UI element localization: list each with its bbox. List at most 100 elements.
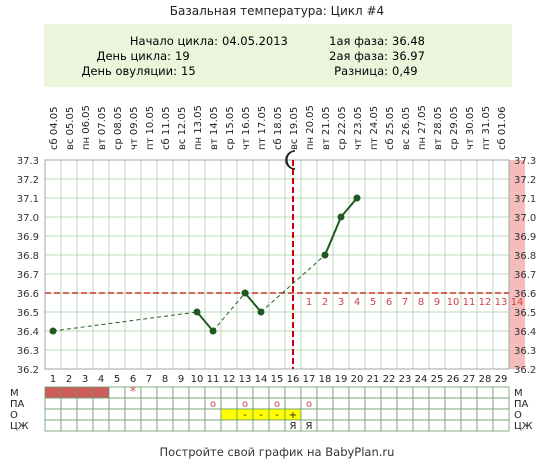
data-line-solid	[340, 197, 358, 218]
phase2-label: 2ая фаза:	[329, 49, 388, 63]
date-label: вс 12.05	[177, 107, 188, 150]
date-label: пт 17.05	[257, 106, 268, 150]
row-cell	[348, 386, 366, 399]
y-tick-label-right: 36.6	[514, 289, 536, 300]
cycle-day-label: 28	[479, 374, 492, 385]
y-tick-label-right: 36.7	[514, 270, 536, 281]
row-cell	[332, 419, 350, 432]
row-cell	[380, 397, 398, 410]
row-cell	[172, 408, 190, 421]
row-cell	[220, 386, 238, 399]
y-tick-label-right: 36.3	[514, 346, 536, 357]
row-cell	[44, 419, 62, 432]
cycle-day-label: 8	[162, 374, 168, 385]
row-cell	[92, 397, 110, 410]
row-cell	[92, 408, 110, 421]
data-line-solid	[196, 311, 214, 332]
date-label: вт 07.05	[97, 106, 108, 150]
row-cell	[204, 419, 222, 432]
date-label: пн 27.05	[417, 105, 428, 150]
row-cell	[268, 386, 286, 399]
y-tick-label-left: 36.7	[17, 270, 39, 281]
date-label: вт 14.05	[209, 106, 220, 150]
row-cell	[252, 386, 270, 399]
row-cell	[172, 397, 190, 410]
row-cell	[284, 397, 302, 410]
row-cell	[476, 386, 494, 399]
data-point	[353, 194, 361, 202]
cycle-day-label: 11	[207, 374, 220, 385]
row-cell	[252, 397, 270, 410]
row-cell	[108, 408, 126, 421]
cycle-day-label: 9	[178, 374, 184, 385]
data-point	[193, 308, 201, 316]
cycle-day-label: 25	[431, 374, 444, 385]
row-cell	[156, 419, 174, 432]
cycle-day-label: 6	[130, 374, 136, 385]
date-label: чт 16.05	[241, 106, 252, 150]
row-cell	[76, 386, 94, 399]
row-cell	[380, 408, 398, 421]
row-label-right: М	[514, 388, 523, 399]
moon-icon	[285, 150, 296, 170]
date-label: сб 04.05	[49, 107, 60, 150]
phase1-label: 1ая фаза:	[329, 34, 388, 48]
row-cell	[316, 386, 334, 399]
row-cell	[92, 419, 110, 432]
cycle-day-label: 4	[98, 374, 104, 385]
row-cell	[348, 419, 366, 432]
row-cell	[428, 386, 446, 399]
row-mark: +	[289, 410, 297, 421]
row-cell	[44, 397, 62, 410]
row-cell	[220, 408, 238, 421]
row-label-left: М	[10, 388, 19, 399]
row-label-right: О	[514, 410, 522, 421]
row-cell	[124, 419, 142, 432]
cycle-day-label: 2	[66, 374, 72, 385]
footer-link[interactable]: Постройте свой график на BabyPlan.ru	[160, 445, 395, 459]
row-cell	[76, 408, 94, 421]
row-cell	[156, 386, 174, 399]
row-cell	[444, 408, 462, 421]
row-mark: -	[275, 410, 279, 421]
row-cell	[44, 408, 62, 421]
row-cell	[412, 408, 430, 421]
row-cell	[492, 386, 510, 399]
row-cell	[396, 419, 414, 432]
cycle-day-label: 15	[271, 374, 284, 385]
row-cell	[396, 408, 414, 421]
date-label: сб 18.05	[273, 107, 284, 150]
row-cell	[60, 419, 78, 432]
row-cell	[140, 397, 158, 410]
row-mark: Я	[306, 421, 313, 432]
row-cell	[172, 419, 190, 432]
date-label: пн 06.05	[81, 105, 92, 150]
cycle-start-label: Начало цикла:	[130, 34, 218, 48]
data-point	[337, 213, 345, 221]
date-label: вт 28.05	[433, 106, 444, 150]
row-cell	[76, 419, 94, 432]
y-tick-label-left: 36.9	[17, 232, 39, 243]
luteal-day-label: 7	[402, 297, 408, 308]
cycle-day-label: 23	[399, 374, 412, 385]
data-point	[241, 289, 249, 297]
phase2-value: 36.97	[392, 49, 425, 63]
luteal-day-label: 1	[306, 297, 312, 308]
cycle-day-label: 14	[255, 374, 268, 385]
luteal-day-label: 10	[447, 297, 460, 308]
date-label: пн 20.05	[305, 105, 316, 150]
luteal-day-label: 11	[463, 297, 476, 308]
y-tick-label-left: 36.5	[17, 308, 39, 319]
luteal-day-label: 2	[322, 297, 328, 308]
row-label-right: ЦЖ	[514, 421, 533, 432]
row-cell	[332, 408, 350, 421]
row-cell	[444, 386, 462, 399]
date-label: пт 31.05	[481, 106, 492, 150]
row-cell	[60, 397, 78, 410]
date-label: пт 10.05	[145, 106, 156, 150]
row-cell	[476, 408, 494, 421]
ovulation-day-label: День овуляции:	[81, 64, 177, 78]
row-cell	[364, 408, 382, 421]
row-cell	[460, 386, 478, 399]
row-cell	[204, 408, 222, 421]
